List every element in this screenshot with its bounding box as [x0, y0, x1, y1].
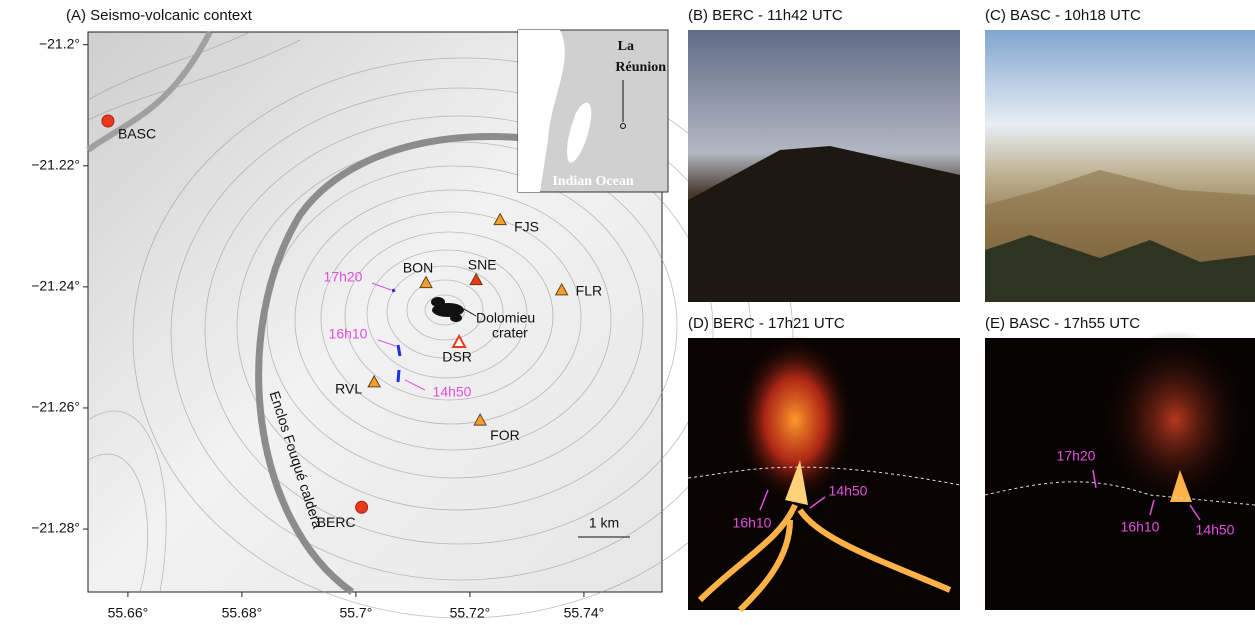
fissures	[391, 288, 402, 383]
time-label: 17h20	[324, 269, 363, 285]
station-label: SNE	[468, 256, 497, 272]
photo-c-bush	[985, 235, 1255, 302]
photo-time-label: 16h10	[733, 515, 772, 531]
station-label: FJS	[514, 218, 539, 234]
station-marker	[367, 374, 381, 388]
x-tick-label: 55.7°	[339, 605, 372, 621]
crater	[431, 297, 464, 322]
photo-e-plume	[1100, 330, 1250, 510]
valley	[86, 30, 213, 153]
station-marker	[355, 500, 369, 514]
station-label: DSR	[442, 349, 472, 365]
inset-ocean: Indian Ocean	[552, 174, 634, 189]
photo-time-label: 17h20	[1057, 448, 1096, 464]
station-label: BASC	[118, 126, 156, 142]
station-marker	[473, 413, 488, 426]
photo-title: (B) BERC - 11h42 UTC	[688, 7, 843, 24]
scale-label: 1 km	[589, 515, 619, 531]
y-tick-label: −21.28°	[31, 520, 80, 536]
dynamic-layer: 55.66° 55.68° 55.7° 55.72° 55.74° −21.2° −21.2…	[31, 7, 1234, 621]
station-label: RVL	[335, 381, 362, 397]
station-marker	[493, 212, 507, 226]
y-tick-label: −21.2°	[39, 35, 80, 51]
inset-island	[620, 123, 626, 129]
station-marker	[554, 282, 569, 296]
photo-e-ridge	[984, 481, 1255, 506]
inset-madagascar	[567, 102, 592, 163]
photo-e-fountain	[1170, 470, 1192, 502]
inset-title: La	[618, 39, 634, 54]
photo-d-ridge	[687, 466, 961, 486]
x-tick-label: 55.72°	[450, 605, 491, 621]
station-label: BERC	[317, 514, 356, 530]
station-label: FOR	[490, 427, 520, 443]
photo-time-label: 16h10	[1121, 519, 1160, 535]
contours	[87, 31, 794, 619]
station-label: FLR	[576, 283, 602, 299]
y-tick-label: −21.26°	[31, 399, 80, 415]
photo-time-label: 14h50	[829, 483, 868, 499]
photo-arrows	[759, 469, 1201, 521]
y-tick-label: −21.22°	[31, 156, 80, 172]
inset-title: Réunion	[615, 60, 666, 75]
photo-title: (E) BASC - 17h55 UTC	[985, 315, 1140, 332]
station-marker	[451, 333, 467, 348]
photo-d-flows	[697, 503, 952, 613]
photo-d-fountain	[785, 460, 808, 505]
station-label: BON	[403, 259, 433, 275]
map-title: (A) Seismo-volcanic context	[66, 7, 253, 24]
inset-africa	[518, 30, 565, 192]
photo-time-label: 14h50	[1196, 522, 1235, 538]
station-marker	[101, 114, 115, 128]
y-tick-label: −21.24°	[31, 278, 80, 294]
station-marker	[469, 272, 484, 286]
photo-d-plume	[735, 335, 855, 505]
photo-title: (D) BERC - 17h21 UTC	[688, 315, 845, 332]
time-label: 16h10	[329, 326, 368, 342]
x-tick-label: 55.66°	[108, 605, 149, 621]
x-tick-label: 55.74°	[564, 605, 605, 621]
time-arrows	[371, 282, 426, 391]
crater-arrow	[463, 308, 477, 317]
photo-title: (C) BASC - 10h18 UTC	[985, 7, 1141, 24]
station-marker	[419, 275, 433, 289]
photo-b-mountain	[688, 146, 960, 302]
x-tick-label: 55.68°	[222, 605, 263, 621]
time-label: 14h50	[433, 384, 472, 400]
crater-label: crater	[492, 325, 528, 341]
crater-label: Dolomieu	[476, 310, 535, 326]
